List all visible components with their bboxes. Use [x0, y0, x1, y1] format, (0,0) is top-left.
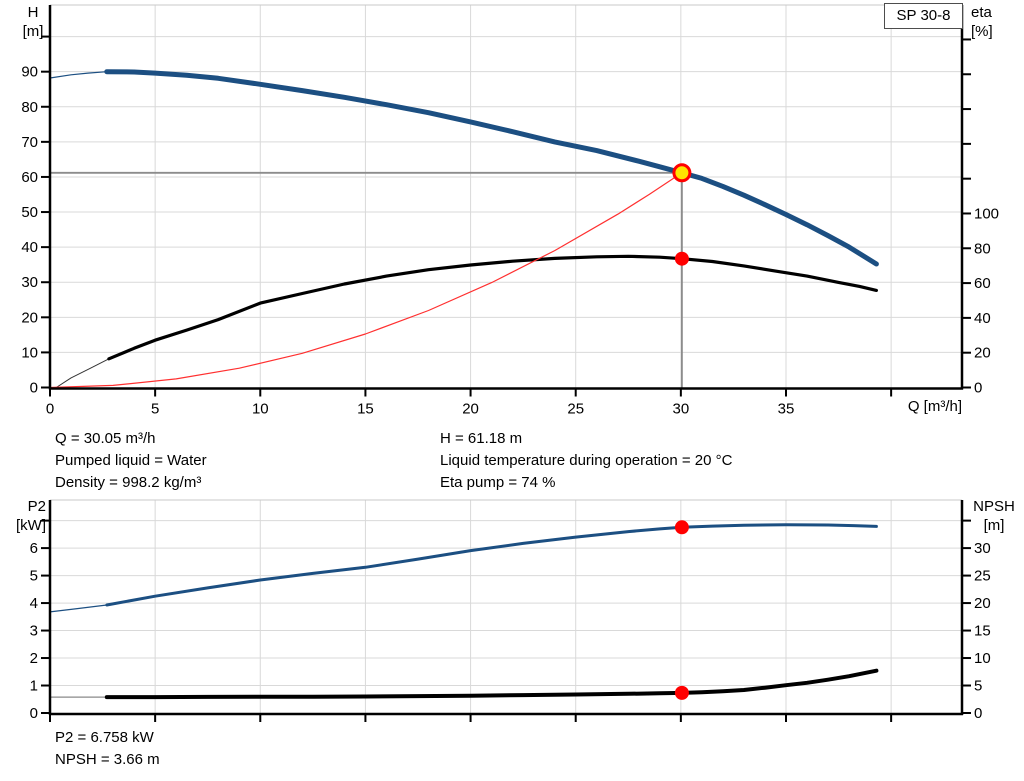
left-axis-tick-label: 3 [30, 623, 38, 640]
left-axis-tick-label: 5 [30, 568, 38, 585]
operating-annotations-right: H = 61.18 m Liquid temperature during op… [440, 428, 732, 494]
left-axis-tick-label: 90 [21, 64, 38, 81]
annotation-liquid-temperature: Liquid temperature during operation = 20… [440, 452, 733, 469]
q-axis-title: Q [m³/h] [907, 398, 962, 415]
x-axis-tick-label: 30 [673, 401, 690, 418]
right-axis-tick-label: 80 [974, 240, 991, 257]
left-axis-tick-label: 4 [30, 595, 38, 612]
head-curve [104, 69, 879, 267]
npsh-curve [104, 668, 879, 700]
h-axis-title-unit: [m] [22, 23, 44, 40]
left-axis-tick-label: 20 [21, 309, 38, 326]
right-axis-tick-label: 10 [974, 650, 991, 667]
right-axis-tick-label: 100 [974, 205, 999, 222]
right-axis-tick-label: 0 [974, 380, 982, 397]
p2-curve-lead [49, 604, 108, 613]
operating-annotations-left: Q = 30.05 m³/h Pumped liquid = Water Den… [55, 428, 207, 494]
right-axis-tick-label: 5 [974, 678, 982, 695]
npsh-point-marker [674, 685, 689, 700]
left-axis-tick-label: 40 [21, 239, 38, 256]
efficiency-curve-lead [55, 358, 110, 388]
h-axis-title-symbol: H [27, 4, 39, 21]
eta-axis-title: eta [%] [971, 3, 1021, 41]
right-axis-tick-label: 25 [974, 568, 991, 585]
p2-axis-title-symbol: P2 [27, 498, 46, 515]
x-axis-tick-label: 25 [567, 401, 584, 418]
h-axis-title: H [m] [14, 3, 52, 41]
right-axis-tick-label: 30 [974, 540, 991, 557]
duty-point-marker [672, 163, 692, 183]
efficiency-point-marker [674, 251, 689, 266]
system-curve [49, 172, 683, 389]
left-axis-tick-label: 1 [30, 678, 38, 695]
left-axis-tick-label: 50 [21, 204, 38, 221]
p2-point-marker [674, 520, 689, 535]
left-axis-tick-label: 2 [30, 650, 38, 667]
annotation-pumped-liquid: Pumped liquid = Water [55, 452, 207, 469]
annotation-density: Density = 998.2 kg/m³ [55, 474, 202, 491]
left-axis-tick-label: 10 [21, 344, 38, 361]
x-axis-tick-label: 15 [357, 401, 374, 418]
p2-axis-title-unit: [kW] [16, 517, 46, 534]
left-axis-tick-label: 6 [30, 540, 38, 557]
annotation-p2: P2 = 6.758 kW [55, 729, 154, 746]
x-axis-tick-label: 10 [252, 401, 269, 418]
x-axis-tick-label: 20 [462, 401, 479, 418]
left-axis-tick-label: 0 [30, 705, 38, 722]
annotation-eta-pump: Eta pump = 74 % [440, 474, 556, 491]
left-axis-tick-label: 60 [21, 169, 38, 186]
x-axis-tick-label: 5 [151, 401, 159, 418]
pump-model-badge: SP 30-8 [884, 3, 963, 29]
right-axis-tick-label: 20 [974, 595, 991, 612]
annotation-npsh: NPSH = 3.66 m [55, 751, 160, 768]
left-axis-tick-label: 0 [30, 380, 38, 397]
head-curve-lead [49, 71, 108, 79]
left-axis-tick-label: 70 [21, 134, 38, 151]
npsh-axis-title-unit: [m] [983, 517, 1005, 534]
right-axis-tick-label: 40 [974, 310, 991, 327]
x-axis-tick-label: 35 [778, 401, 795, 418]
eta-axis-title-unit: [%] [971, 23, 993, 40]
right-axis-tick-label: 15 [974, 623, 991, 640]
annotation-head: H = 61.18 m [440, 430, 523, 447]
npsh-axis-title: NPSH [m] [964, 497, 1024, 535]
power-annotations: P2 = 6.758 kW NPSH = 3.66 m [55, 727, 160, 771]
left-axis-tick-label: 80 [21, 99, 38, 116]
p2-axis-title: P2 [kW] [0, 497, 46, 535]
right-axis-tick-label: 60 [974, 275, 991, 292]
right-axis-tick-label: 0 [974, 705, 982, 722]
left-axis-tick-label: 30 [21, 274, 38, 291]
efficiency-curve [107, 254, 879, 361]
right-axis-tick-label: 20 [974, 345, 991, 362]
x-axis-tick-label: 0 [46, 401, 54, 418]
annotation-flow: Q = 30.05 m³/h [55, 430, 156, 447]
eta-axis-title-symbol: eta [971, 4, 992, 21]
p2-curve [105, 523, 878, 607]
npsh-axis-title-symbol: NPSH [973, 498, 1015, 515]
